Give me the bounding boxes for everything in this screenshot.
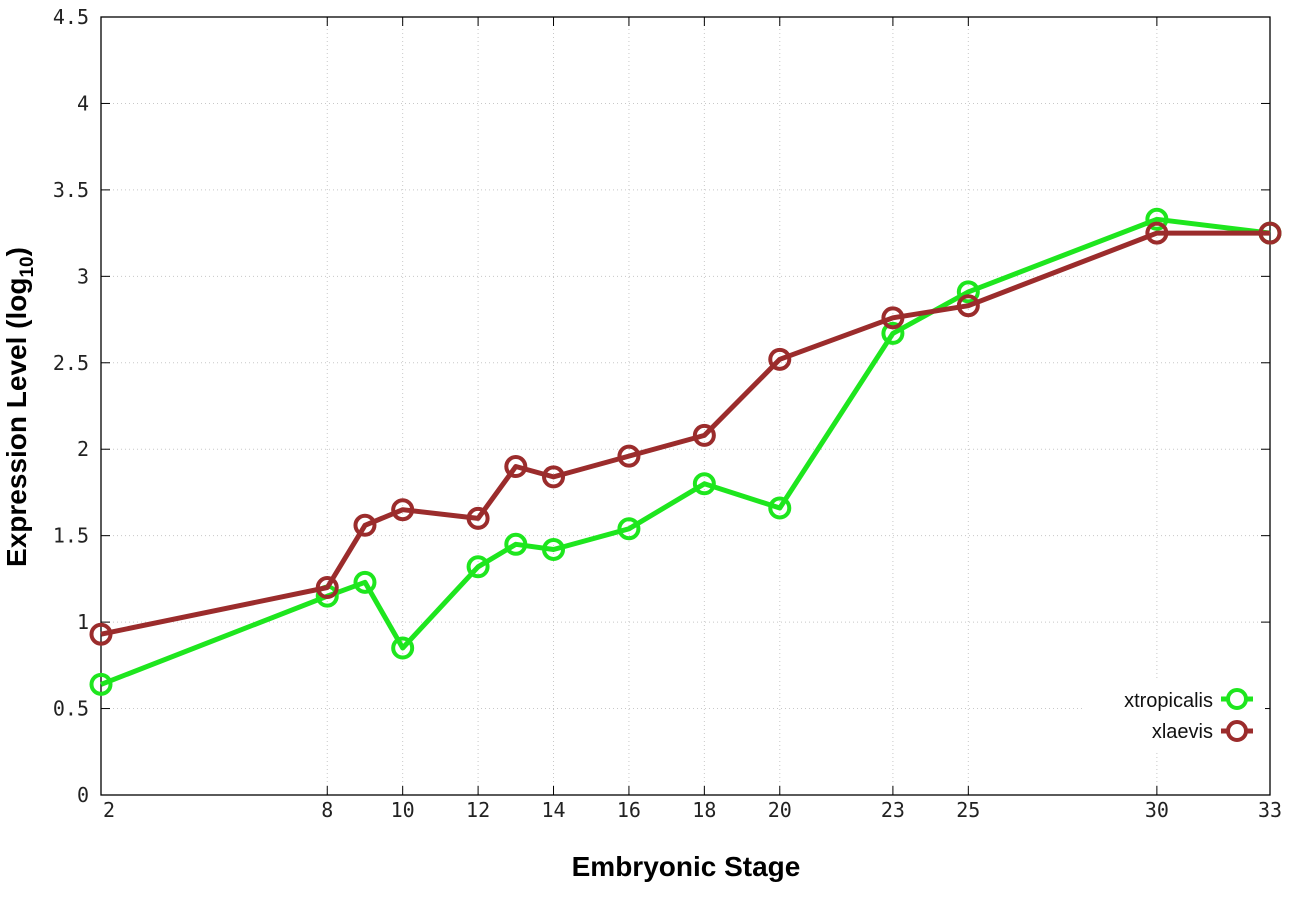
y-tick-label: 3 [77, 264, 89, 288]
x-tick-label: 10 [391, 798, 415, 822]
data-point-xlaevis [466, 506, 490, 530]
series-line-xlaevis [100, 230, 1270, 637]
data-point-xlaevis [315, 576, 339, 600]
x-tick-label: 30 [1145, 798, 1169, 822]
x-tick-label: 23 [881, 798, 905, 822]
series-line-xtropicalis [100, 216, 1271, 687]
data-point-xtropicalis [617, 517, 641, 541]
y-tick-label: 1 [77, 610, 89, 634]
legend-label-xlaevis: xlaevis [1152, 721, 1213, 743]
data-point-xlaevis [768, 347, 792, 371]
data-point-xlaevis [353, 513, 377, 537]
y-tick-label: 0.5 [53, 697, 89, 721]
legend-entry-xtropicalis: xtropicalis [1124, 688, 1253, 712]
data-point-xtropicalis [504, 532, 528, 556]
y-tick-label: 4 [77, 91, 89, 115]
data-point-xtropicalis [353, 570, 377, 594]
data-point-xtropicalis [768, 496, 792, 520]
x-tick-label: 14 [541, 798, 565, 822]
data-point-xtropicalis [956, 280, 980, 304]
y-tick-label: 2 [77, 437, 89, 461]
data-point-xtropicalis [542, 537, 566, 561]
data-point-xtropicalis [89, 672, 113, 696]
x-tick-label: 18 [692, 798, 716, 822]
series-layer [89, 207, 1282, 696]
grid-lines [101, 17, 1270, 795]
y-tick-label: 4.5 [53, 5, 89, 29]
x-axis-title: Embryonic Stage [572, 851, 801, 882]
legend: xtropicalis xlaevis [1085, 678, 1265, 750]
data-point-xtropicalis [466, 555, 490, 579]
y-tick-label: 3.5 [53, 178, 89, 202]
data-point-xlaevis [504, 455, 528, 479]
data-point-xlaevis [881, 306, 905, 330]
series-xlaevis [89, 221, 1282, 646]
x-axis-ticks: 2 8 10 12 14 16 18 20 23 25 30 33 [100, 17, 1282, 822]
y-axis-title: Expression Level (log10) [1, 247, 38, 567]
y-axis-ticks: 0 0.5 1 1.5 2 2.5 3 3.5 4 4.5 [53, 5, 1270, 807]
data-point-xtropicalis [881, 321, 905, 345]
x-tick-label: 8 [321, 798, 333, 822]
data-point-xlaevis [617, 444, 641, 468]
data-point-xlaevis [1258, 221, 1282, 245]
y-axis-title-subscript: 10 [17, 256, 38, 277]
data-point-xtropicalis [692, 472, 716, 496]
legend-entry-xlaevis: xlaevis [1152, 720, 1253, 743]
x-tick-label: 12 [466, 798, 490, 822]
data-point-xlaevis [692, 423, 716, 447]
series-xtropicalis [89, 207, 1282, 696]
data-point-xlaevis [1145, 221, 1169, 245]
x-tick-label: 33 [1258, 798, 1282, 822]
y-tick-label: 0 [77, 783, 89, 807]
data-point-xlaevis [89, 622, 113, 646]
plot-frame [100, 16, 1271, 796]
x-tick-label: 2 [103, 798, 115, 822]
data-point-xlaevis [391, 498, 415, 522]
data-point-xlaevis [542, 465, 566, 489]
legend-marker-xtropicalis [1226, 688, 1248, 710]
data-point-xlaevis [956, 294, 980, 318]
data-point-xtropicalis [391, 636, 415, 660]
legend-marker-xlaevis [1226, 720, 1248, 742]
x-tick-label: 25 [956, 798, 980, 822]
y-axis-title-main: Expression Level (log [1, 278, 32, 567]
x-tick-label: 16 [617, 798, 641, 822]
y-axis-title-close: ) [1, 247, 32, 256]
legend-label-xtropicalis: xtropicalis [1124, 690, 1213, 712]
x-tick-label: 20 [768, 798, 792, 822]
y-tick-label: 1.5 [53, 524, 89, 548]
y-tick-label: 2.5 [53, 351, 89, 375]
data-point-xtropicalis [1145, 207, 1169, 231]
